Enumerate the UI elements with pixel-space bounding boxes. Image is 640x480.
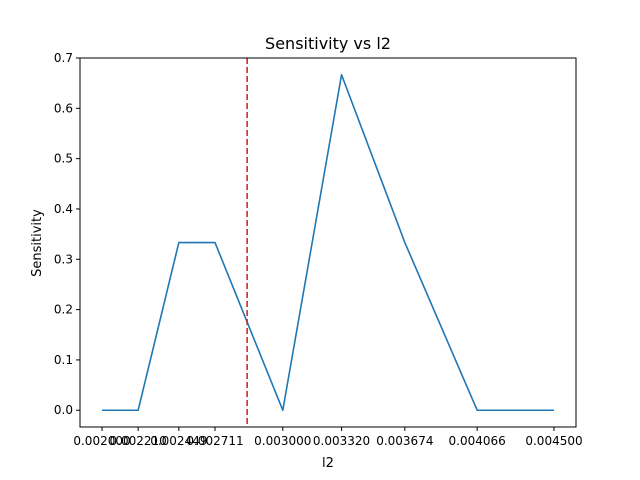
x-axis-title: l2	[322, 456, 334, 471]
x-tick-label: 0.002711	[186, 434, 243, 448]
chart-title: Sensitivity vs l2	[265, 34, 391, 53]
y-axis-title: Sensitivity	[30, 209, 45, 277]
y-tick-label: 0.3	[54, 252, 73, 266]
x-tick-label: 0.003320	[313, 434, 370, 448]
y-tick-label: 0.2	[54, 303, 73, 317]
x-tick-label: 0.002210	[110, 434, 167, 448]
y-tick-label: 0.5	[54, 152, 73, 166]
x-tick-label: 0.004500	[525, 434, 582, 448]
x-tick-label: 0.002000	[73, 434, 130, 448]
plot-area: 0.0 0.1 0.2 0.3 0.4 0.5 0.6 0.7 0.0020000.002210…	[54, 51, 583, 448]
y-tick-label: 0.1	[54, 353, 73, 367]
y-tick-label: 0.6	[54, 101, 73, 115]
x-tick-label: 0.004066	[449, 434, 506, 448]
y-tick-label: 0.0	[54, 403, 73, 417]
y-tick-label: 0.7	[54, 51, 73, 65]
x-tick-label: 0.003000	[254, 434, 311, 448]
x-tick-label: 0.002449	[150, 434, 207, 448]
x-tick-label: 0.003674	[376, 434, 433, 448]
plot-frame	[79, 57, 577, 428]
y-tick-label: 0.4	[54, 202, 73, 216]
